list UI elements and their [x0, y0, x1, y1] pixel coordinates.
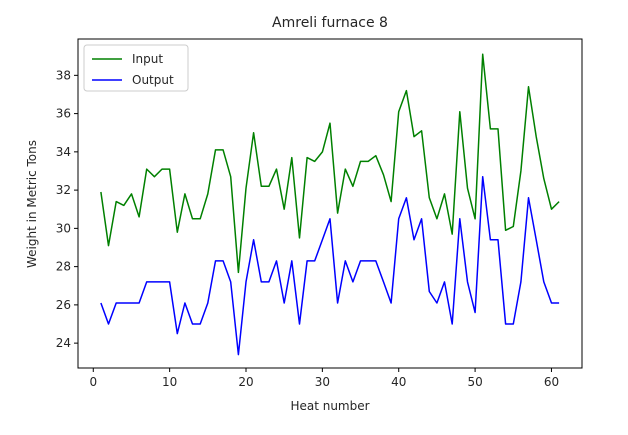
x-tick-label: 10 [162, 375, 177, 389]
x-axis-label: Heat number [290, 399, 369, 413]
plot-area [77, 38, 583, 369]
y-tick-label: 28 [56, 260, 71, 274]
y-tick-label: 38 [56, 68, 71, 82]
y-tick-label: 26 [56, 298, 71, 312]
legend: Input Output [83, 44, 189, 92]
y-tick-label: 32 [56, 183, 71, 197]
plot-frame [77, 38, 583, 369]
y-tick-label: 34 [56, 145, 71, 159]
x-tick-label: 40 [391, 375, 406, 389]
legend-label: Input [132, 52, 163, 66]
x-tick-label: 30 [315, 375, 330, 389]
y-tick-label: 24 [56, 336, 71, 350]
x-tick-label: 60 [544, 375, 559, 389]
x-tick-label: 50 [467, 375, 482, 389]
y-axis: 24 26 28 30 32 34 36 38 [56, 68, 78, 350]
series-line-input [100, 53, 560, 274]
x-tick-label: 20 [238, 375, 253, 389]
series-line-output [100, 175, 560, 356]
x-tick-label: 0 [89, 375, 97, 389]
chart-title: Amreli furnace 8 [272, 15, 388, 31]
series-layer [100, 53, 560, 356]
y-tick-label: 36 [56, 107, 71, 121]
legend-label: Output [132, 73, 174, 87]
x-axis: 0 10 20 30 40 50 60 [89, 368, 559, 389]
y-tick-label: 30 [56, 221, 71, 235]
y-axis-label: Weight in Metric Tons [25, 140, 39, 268]
